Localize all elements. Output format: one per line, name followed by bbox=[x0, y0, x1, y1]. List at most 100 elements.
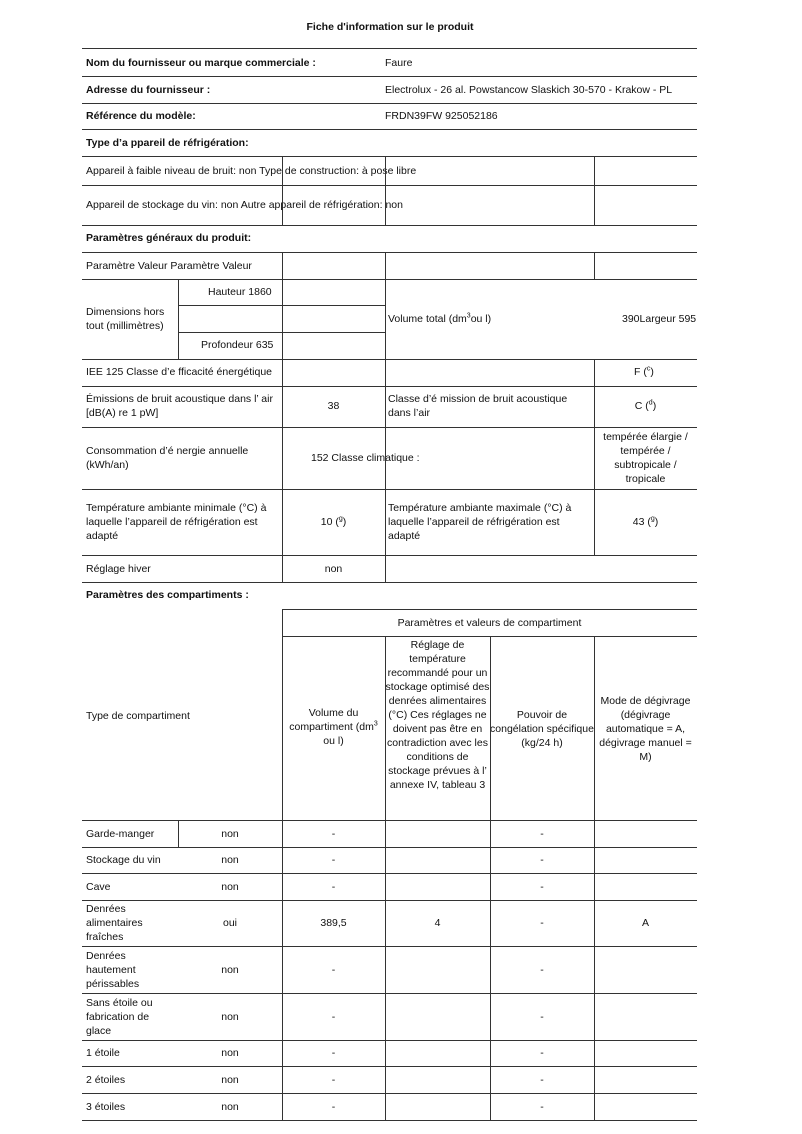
table-divider bbox=[282, 636, 697, 637]
compartment-present: non bbox=[221, 854, 239, 866]
compartment-name: Cave bbox=[86, 880, 111, 893]
appliance-type-row: Appareil à faible niveau de bruit: non T… bbox=[86, 165, 417, 177]
table-divider bbox=[594, 252, 595, 279]
compartment-volume: - bbox=[331, 1010, 336, 1023]
col-temperature-header: Réglage de température recommandé pour u… bbox=[385, 639, 490, 791]
compartment-present: non bbox=[221, 1073, 239, 1086]
table-divider bbox=[178, 305, 385, 306]
table-divider bbox=[82, 555, 697, 556]
table-divider bbox=[82, 225, 697, 226]
compartment-volume: - bbox=[331, 963, 336, 976]
depth-value: Profondeur 635 bbox=[201, 339, 274, 351]
appliance-type-row: Appareil de stockage du vin: non Autre a… bbox=[86, 199, 403, 211]
col-volume-header: Volume du compartiment (dm3 ou l) bbox=[289, 707, 378, 747]
climate-class: tempérée élargie / tempérée / subtropica… bbox=[603, 431, 688, 485]
table-divider bbox=[82, 946, 697, 947]
max-temp-label: Température ambiante maximale (°C) à laq… bbox=[388, 502, 572, 542]
compartments-heading: Paramètres des compartiments : bbox=[86, 589, 249, 601]
total-volume-value: 390Largeur 595 bbox=[622, 313, 697, 325]
appliance-type-heading: Type d’a ppareil de réfrigération: bbox=[86, 137, 249, 149]
table-divider bbox=[82, 820, 697, 821]
winter-setting-label: Réglage hiver bbox=[86, 563, 151, 575]
compartment-volume: - bbox=[331, 880, 336, 893]
table-divider bbox=[282, 609, 697, 610]
table-divider bbox=[594, 636, 595, 1120]
table-divider bbox=[82, 359, 697, 360]
noise-class: C (d) bbox=[634, 399, 657, 413]
table-divider bbox=[82, 427, 697, 428]
general-parameters-heading: Paramètres généraux du produit: bbox=[86, 232, 252, 244]
compartment-group-header: Paramètres et valeurs de compartiment bbox=[397, 617, 582, 629]
compartment-freeze: - bbox=[540, 1010, 544, 1023]
compartment-present: oui bbox=[222, 917, 237, 929]
col-freezing-header: Pouvoir de congélation spécifique (kg/24… bbox=[490, 709, 594, 749]
table-divider bbox=[82, 847, 697, 848]
model-reference: FRDN39FW 925052186 bbox=[385, 110, 498, 122]
supplier-name-label: Nom du fournisseur ou marque commerciale… bbox=[86, 57, 316, 69]
compartment-volume: - bbox=[331, 854, 336, 866]
table-divider bbox=[82, 1040, 697, 1041]
table-divider bbox=[385, 252, 386, 279]
total-volume-label: Volume total (dm3ou l) bbox=[388, 312, 492, 326]
table-divider bbox=[82, 129, 697, 130]
table-divider bbox=[385, 279, 386, 582]
dimensions-label: Dimensions hors tout (millimètres) bbox=[86, 306, 165, 332]
noise-value: 38 bbox=[327, 400, 340, 412]
compartment-volume: 389,5 bbox=[320, 917, 347, 929]
table-divider bbox=[82, 279, 697, 280]
table-divider bbox=[282, 156, 283, 225]
table-divider bbox=[82, 252, 697, 253]
table-divider bbox=[82, 48, 697, 49]
compartment-name: 3 étoiles bbox=[86, 1100, 126, 1113]
table-divider bbox=[82, 993, 697, 994]
compartment-name: Stockage du vin bbox=[86, 854, 161, 866]
consumption-label: Consommation d’é nergie annuelle (kWh/an… bbox=[86, 445, 249, 471]
max-temp-value: 43 (g) bbox=[632, 515, 659, 529]
compartment-type-header: Type de compartiment bbox=[86, 710, 190, 722]
compartment-present: non bbox=[221, 1047, 239, 1059]
compartment-volume: - bbox=[331, 827, 336, 840]
compartment-freeze: - bbox=[540, 827, 544, 840]
table-divider bbox=[82, 489, 697, 490]
min-temp-value: 10 (g) bbox=[320, 515, 347, 529]
compartment-freeze: - bbox=[540, 963, 544, 976]
noise-label: Émissions de bruit acoustique dans l’ ai… bbox=[86, 393, 273, 419]
supplier-address: Electrolux - 26 al. Powstancow Slaskich … bbox=[385, 84, 673, 96]
model-label: Référence du modèle: bbox=[86, 110, 196, 122]
table-divider bbox=[178, 332, 385, 333]
compartment-name: Garde-manger bbox=[86, 827, 155, 840]
table-divider bbox=[178, 820, 179, 847]
table-divider bbox=[82, 386, 697, 387]
compartment-name: Sans étoile ou fabrication de glace bbox=[86, 996, 153, 1037]
min-temp-label: Température ambiante minimale (°C) à laq… bbox=[86, 502, 267, 542]
compartment-volume: - bbox=[331, 1047, 336, 1059]
table-divider bbox=[385, 636, 386, 1120]
compartment-name: Denrées hautement périssables bbox=[86, 949, 140, 990]
supplier-address-label: Adresse du fournisseur : bbox=[86, 84, 211, 96]
table-divider bbox=[385, 156, 386, 225]
compartment-volume: - bbox=[331, 1073, 336, 1086]
compartment-present: non bbox=[221, 1010, 239, 1023]
compartment-present: non bbox=[221, 827, 239, 840]
table-divider bbox=[282, 252, 283, 279]
table-divider bbox=[82, 900, 697, 901]
compartment-name: 1 étoile bbox=[86, 1047, 120, 1059]
energy-class: F (c) bbox=[634, 365, 654, 379]
winter-setting-value: non bbox=[324, 563, 343, 575]
table-divider bbox=[178, 279, 179, 359]
table-divider bbox=[282, 279, 283, 359]
compartment-present: non bbox=[221, 880, 239, 893]
table-divider bbox=[82, 185, 697, 186]
compartment-freeze: - bbox=[540, 854, 544, 866]
compartment-freeze: - bbox=[540, 1073, 544, 1086]
iee-label: IEE 125 Classe d’e fficacité énergétique bbox=[86, 366, 273, 378]
table-divider bbox=[82, 582, 697, 583]
compartment-defrost: A bbox=[641, 917, 649, 929]
compartment-freeze: - bbox=[540, 1100, 544, 1113]
compartment-freeze: - bbox=[540, 1047, 544, 1059]
noise-class-label: Classe d’é mission de bruit acoustique d… bbox=[388, 393, 568, 419]
compartment-temp: 4 bbox=[434, 917, 441, 929]
compartment-name: Denrées alimentaires fraîches bbox=[86, 903, 143, 943]
consumption-value: 152 Classe climatique : bbox=[311, 452, 420, 464]
